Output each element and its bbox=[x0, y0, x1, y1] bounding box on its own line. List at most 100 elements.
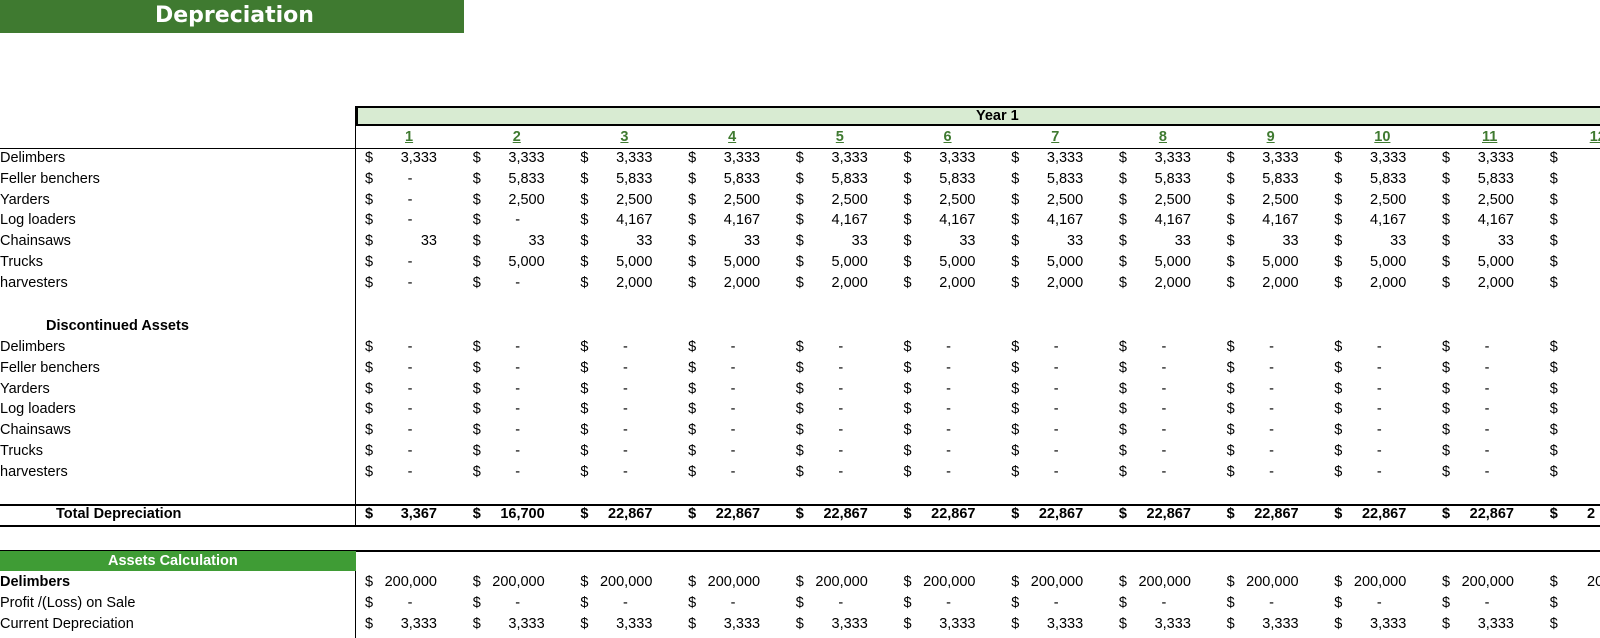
currency-symbol: $ bbox=[903, 443, 912, 459]
currency-symbol: $ bbox=[472, 359, 481, 376]
currency-symbol: $ bbox=[688, 422, 697, 439]
cell-value: 4,167 bbox=[1370, 212, 1407, 229]
cell-value: - bbox=[1484, 339, 1490, 355]
cell-value: 2,500 bbox=[1262, 191, 1299, 208]
cell-value: - bbox=[730, 380, 736, 397]
currency-symbol: $ bbox=[1549, 422, 1558, 439]
currency-symbol: $ bbox=[688, 359, 697, 376]
cell-value: - bbox=[1053, 401, 1059, 418]
currency-symbol: $ bbox=[1011, 339, 1020, 355]
currency-symbol: $ bbox=[1334, 274, 1343, 291]
currency-symbol: $ bbox=[580, 594, 589, 611]
title-banner bbox=[0, 0, 464, 33]
currency-symbol: $ bbox=[903, 339, 912, 355]
currency-symbol: $ bbox=[1226, 574, 1235, 590]
cell-value: 16,700 bbox=[500, 506, 545, 522]
cell-value: 2,000 bbox=[1262, 274, 1299, 291]
currency-symbol: $ bbox=[580, 150, 589, 166]
cell-value: - bbox=[1376, 594, 1382, 611]
cell-value: 2,500 bbox=[616, 191, 653, 208]
row-label: Delimbers bbox=[0, 574, 71, 590]
currency-symbol: $ bbox=[903, 233, 912, 250]
cell-value: - bbox=[515, 212, 521, 229]
cell-value: - bbox=[838, 380, 844, 397]
currency-symbol: $ bbox=[580, 254, 589, 270]
currency-symbol: $ bbox=[1334, 254, 1343, 270]
cell-value: 200,000 bbox=[1353, 574, 1407, 590]
cell-value: - bbox=[1484, 401, 1490, 418]
currency-symbol: $ bbox=[472, 380, 481, 397]
cell-value: 4,167 bbox=[939, 212, 976, 229]
cell-value: 3,333 bbox=[1046, 615, 1084, 632]
cell-value: 2,000 bbox=[831, 274, 868, 291]
currency-symbol: $ bbox=[365, 422, 374, 439]
cell-value: 3,333 bbox=[508, 150, 545, 166]
cell-value: - bbox=[1053, 380, 1059, 397]
cell-value: - bbox=[730, 463, 736, 480]
cell-value: 3,333 bbox=[939, 150, 976, 166]
currency-symbol: $ bbox=[1118, 506, 1127, 522]
currency-symbol: $ bbox=[1011, 191, 1020, 208]
row-label: harvesters bbox=[0, 274, 68, 291]
cell-value: 2,000 bbox=[1046, 274, 1084, 291]
cell-value: 5,000 bbox=[1262, 254, 1299, 270]
currency-symbol: $ bbox=[580, 359, 589, 376]
currency-symbol: $ bbox=[1118, 615, 1127, 632]
currency-symbol: $ bbox=[1442, 150, 1451, 166]
currency-symbol: $ bbox=[903, 170, 912, 187]
total-label: Total Depreciation bbox=[56, 506, 182, 522]
currency-symbol: $ bbox=[1226, 380, 1235, 397]
currency-symbol: $ bbox=[688, 150, 697, 166]
cell-value: - bbox=[1161, 359, 1167, 376]
currency-symbol: $ bbox=[1549, 359, 1558, 376]
cell-value: 3,333 bbox=[1046, 150, 1084, 166]
cell-value: - bbox=[1161, 594, 1167, 611]
currency-symbol: $ bbox=[1442, 254, 1451, 270]
cell-value: 5,833 bbox=[1262, 170, 1299, 187]
cell-value: 33 bbox=[743, 233, 761, 250]
currency-symbol: $ bbox=[1334, 339, 1343, 355]
currency-symbol: $ bbox=[1226, 212, 1235, 229]
cell-value: 2,500 bbox=[1154, 191, 1191, 208]
cell-value: 3,333 bbox=[1477, 150, 1514, 166]
currency-symbol: $ bbox=[1334, 212, 1343, 229]
period-header: 11 bbox=[1482, 129, 1498, 145]
cell-value: - bbox=[515, 443, 521, 459]
cell-value: - bbox=[1269, 339, 1275, 355]
cell-value: - bbox=[622, 422, 628, 439]
currency-symbol: $ bbox=[472, 150, 481, 166]
cell-value: 5,833 bbox=[1154, 170, 1191, 187]
cell-value: - bbox=[1484, 463, 1490, 480]
currency-symbol: $ bbox=[580, 422, 589, 439]
currency-symbol: $ bbox=[472, 191, 481, 208]
currency-symbol: $ bbox=[1118, 594, 1127, 611]
cell-value: 3,333 bbox=[1154, 615, 1191, 632]
currency-symbol: $ bbox=[1442, 574, 1451, 590]
cell-value: 4,167 bbox=[616, 212, 653, 229]
cell-value: 33 bbox=[528, 233, 545, 250]
currency-symbol: $ bbox=[1118, 339, 1127, 355]
row-label: Chainsaws bbox=[0, 233, 71, 250]
currency-symbol: $ bbox=[365, 443, 374, 459]
cell-value: 5,000 bbox=[508, 254, 545, 270]
currency-symbol: $ bbox=[1011, 443, 1020, 459]
currency-symbol: $ bbox=[688, 380, 697, 397]
cell-value: - bbox=[515, 380, 521, 397]
cell-value: - bbox=[838, 359, 844, 376]
currency-symbol: $ bbox=[795, 594, 804, 611]
currency-symbol: $ bbox=[1118, 233, 1127, 250]
cell-value: 2,500 bbox=[1477, 191, 1514, 208]
cell-value: - bbox=[1376, 463, 1382, 480]
cell-value: 3,333 bbox=[723, 150, 761, 166]
cell-value: 200,000 bbox=[815, 574, 868, 590]
currency-symbol: $ bbox=[472, 274, 481, 291]
currency-symbol: $ bbox=[1442, 380, 1451, 397]
currency-symbol: $ bbox=[580, 463, 589, 480]
currency-symbol: $ bbox=[1442, 594, 1451, 611]
cell-value: - bbox=[1376, 443, 1382, 459]
currency-symbol: $ bbox=[795, 574, 804, 590]
cell-value: - bbox=[407, 191, 413, 208]
cell-value: - bbox=[1376, 401, 1382, 418]
cell-value: 3,333 bbox=[508, 615, 545, 632]
cell-value: 3,333 bbox=[831, 615, 868, 632]
